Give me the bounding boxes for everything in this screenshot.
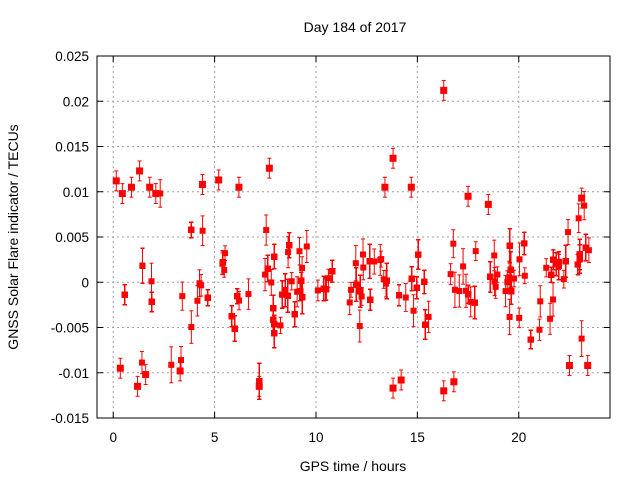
data-point (581, 202, 588, 209)
data-point (537, 298, 544, 305)
data-point (194, 297, 201, 304)
data-point (506, 274, 513, 281)
data-point (460, 263, 467, 270)
data-point (491, 252, 498, 259)
data-point (303, 243, 310, 250)
data-point (402, 294, 409, 301)
data-point (521, 272, 528, 279)
data-point (360, 251, 367, 258)
data-point (410, 307, 417, 314)
data-point (168, 361, 175, 368)
data-point (285, 249, 292, 256)
data-point (506, 313, 513, 320)
data-point (450, 240, 457, 247)
data-point (467, 298, 474, 305)
data-point (360, 264, 367, 271)
data-point (352, 260, 359, 267)
data-point (262, 271, 269, 278)
data-point (288, 278, 295, 285)
data-point (575, 215, 582, 222)
data-point (148, 278, 155, 285)
data-point (268, 279, 275, 286)
data-point (585, 247, 592, 254)
data-point (277, 322, 284, 329)
data-point (236, 297, 243, 304)
data-point (199, 227, 206, 234)
data-point (494, 271, 501, 278)
data-point (179, 293, 186, 300)
data-point (504, 279, 511, 286)
data-point (371, 258, 378, 265)
data-point (536, 326, 543, 333)
data-point (560, 276, 567, 283)
data-point (425, 313, 432, 320)
data-point (358, 293, 365, 300)
data-point (502, 288, 509, 295)
data-point (157, 190, 164, 197)
data-point (451, 286, 458, 293)
data-point (491, 278, 498, 285)
data-point (346, 299, 353, 306)
data-point (547, 315, 554, 322)
data-point (188, 324, 195, 331)
chart-title: Day 184 of 2017 (304, 19, 407, 35)
data-point (245, 291, 252, 298)
data-point (472, 248, 479, 255)
data-points (112, 79, 592, 402)
data-point (299, 265, 306, 272)
data-point (325, 275, 332, 282)
data-point (447, 271, 454, 278)
data-point (565, 229, 572, 236)
data-point (348, 286, 355, 293)
data-point (492, 283, 499, 290)
data-point (314, 287, 321, 294)
data-point (294, 288, 301, 295)
data-point (296, 248, 303, 255)
data-point (516, 314, 523, 321)
data-point (356, 323, 363, 330)
data-point (511, 275, 518, 282)
data-point (456, 288, 463, 295)
data-point (380, 276, 387, 283)
data-point (578, 335, 585, 342)
data-point (138, 359, 145, 366)
data-point (516, 256, 523, 263)
data-point (463, 287, 470, 294)
data-point (378, 256, 385, 263)
data-point (198, 282, 205, 289)
data-point (177, 357, 184, 364)
data-point (550, 296, 557, 303)
data-point (221, 267, 228, 274)
data-point (543, 264, 550, 271)
data-point (263, 227, 270, 234)
data-point (222, 250, 229, 257)
